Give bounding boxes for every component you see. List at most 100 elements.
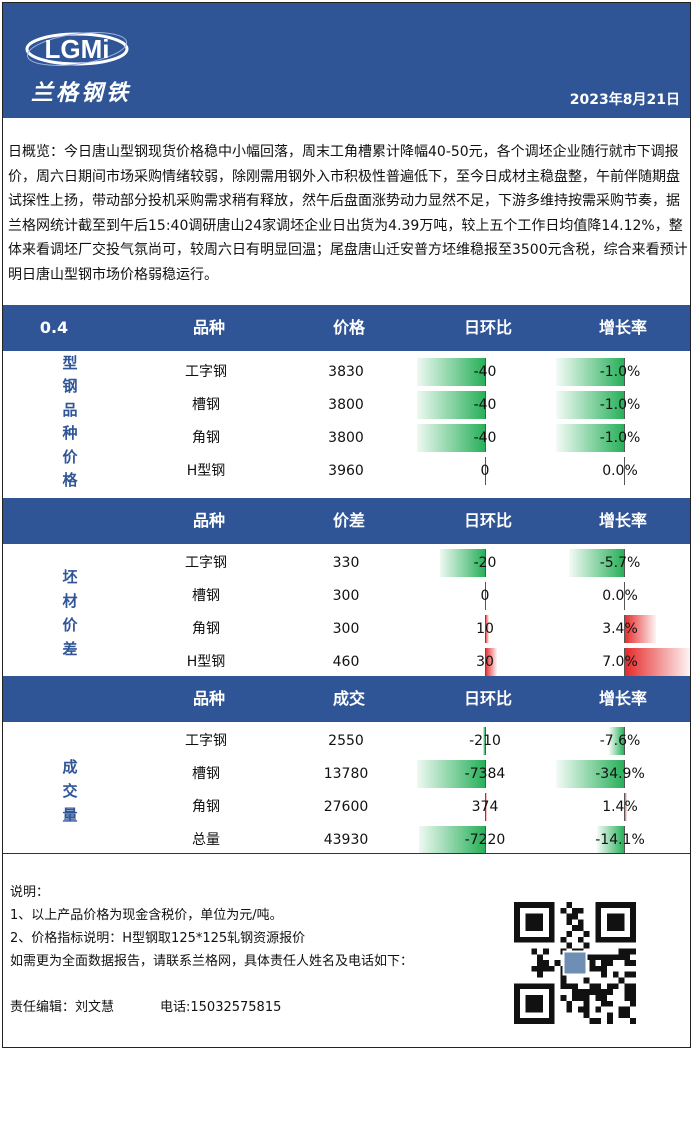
note-line-1: 1、以上产品价格为现金含税价，单位为元/吨。 bbox=[10, 908, 283, 923]
row-value: 330 bbox=[332, 555, 360, 571]
section-label-char: 材 bbox=[62, 592, 78, 610]
section-label-char: 种 bbox=[62, 424, 78, 442]
row-rate: 0.0% bbox=[602, 588, 638, 604]
section-label-char: 差 bbox=[62, 640, 78, 658]
row-rate: -1.0% bbox=[599, 430, 641, 446]
change-bar bbox=[485, 615, 489, 643]
row-name: 槽钢 bbox=[192, 588, 220, 604]
section-label-char: 型 bbox=[62, 353, 78, 372]
section-label-char: 量 bbox=[62, 806, 78, 824]
header-cell-c1: 品种 bbox=[192, 511, 225, 530]
bar-axis bbox=[624, 727, 625, 755]
row-change: -40 bbox=[473, 430, 497, 446]
change-bar bbox=[485, 648, 497, 676]
header-cell-c3: 日环比 bbox=[463, 511, 512, 530]
row-name: 工字钢 bbox=[185, 555, 227, 571]
note-line-2: 2、价格指标说明：H型钢取125*125轧钢资源报价 bbox=[10, 931, 306, 946]
bar-axis bbox=[624, 793, 625, 821]
row-change: 0 bbox=[480, 588, 490, 604]
bar-axis bbox=[624, 358, 625, 386]
bar-axis bbox=[624, 424, 625, 452]
bar-axis bbox=[485, 826, 486, 854]
bar-axis bbox=[485, 358, 486, 386]
section-label-1: 坯材价差 bbox=[50, 565, 90, 661]
header-cell-c2: 价格 bbox=[332, 318, 365, 337]
rate-bar bbox=[609, 727, 624, 755]
header-cell-c2: 价差 bbox=[332, 511, 365, 530]
bar-axis bbox=[485, 391, 486, 419]
row-rate: -14.1% bbox=[595, 832, 645, 848]
header-cell-c3: 日环比 bbox=[463, 689, 512, 708]
change-bar bbox=[485, 793, 487, 821]
row-value: 460 bbox=[332, 654, 360, 670]
row-change: -210 bbox=[469, 733, 501, 749]
row-value: 300 bbox=[332, 588, 360, 604]
section-label-char: 成 bbox=[62, 758, 78, 776]
change-bar bbox=[417, 391, 485, 419]
rate-bar bbox=[624, 648, 690, 676]
section-label-0: 型钢品种价格 bbox=[50, 352, 90, 493]
row-value: 3800 bbox=[328, 397, 364, 413]
row-rate: -7.6% bbox=[599, 733, 641, 749]
row-rate: 7.0% bbox=[602, 654, 638, 670]
row-change: -20 bbox=[473, 555, 497, 571]
row-change: 0 bbox=[480, 463, 490, 479]
row-name: H型钢 bbox=[186, 463, 226, 479]
bar-axis bbox=[485, 793, 486, 821]
row-change: 30 bbox=[476, 654, 494, 670]
row-name: 工字钢 bbox=[185, 364, 227, 380]
bar-axis bbox=[624, 615, 625, 643]
row-rate: 3.4% bbox=[602, 621, 638, 637]
row-value: 43930 bbox=[323, 832, 369, 848]
bar-axis bbox=[624, 760, 625, 788]
header-cell-c4: 增长率 bbox=[598, 511, 647, 530]
change-bar bbox=[417, 358, 485, 386]
header-cell-c1: 品种 bbox=[192, 318, 225, 337]
row-change: 374 bbox=[471, 799, 499, 815]
section-label-char: 格 bbox=[62, 471, 78, 489]
bar-axis bbox=[485, 582, 486, 610]
bar-axis bbox=[485, 648, 486, 676]
editor-name: 责任编辑：刘文慧 bbox=[10, 1000, 115, 1015]
row-change: -40 bbox=[473, 364, 497, 380]
report-frame bbox=[2, 2, 691, 1048]
bar-axis bbox=[485, 727, 486, 755]
bar-axis bbox=[485, 549, 486, 577]
row-name: H型钢 bbox=[186, 654, 226, 670]
header-cell-c2: 成交 bbox=[332, 689, 365, 708]
logo-name: 兰格钢铁 bbox=[31, 80, 132, 106]
report-date: 2023年8月21日 bbox=[569, 92, 680, 108]
bar-axis bbox=[485, 424, 486, 452]
section-header-1: 品种 价差 日环比 增长率 bbox=[3, 498, 690, 544]
rate-bar bbox=[556, 424, 624, 452]
rate-bar bbox=[568, 549, 624, 577]
header-cell-c1: 品种 bbox=[192, 689, 225, 708]
row-change: -7384 bbox=[464, 766, 506, 782]
bar-axis bbox=[624, 648, 625, 676]
row-name: 槽钢 bbox=[192, 766, 220, 782]
bar-axis bbox=[624, 826, 625, 854]
row-value: 13780 bbox=[323, 766, 369, 782]
qr-code-icon[interactable] bbox=[510, 902, 640, 1024]
lgmi-logo-icon: LGMi 兰格钢铁 bbox=[25, 23, 135, 107]
bar-axis bbox=[485, 615, 486, 643]
row-name: 角钢 bbox=[192, 799, 220, 815]
section-header-0: 0.4 品种 价格 日环比 增长率 bbox=[3, 305, 690, 351]
change-bar bbox=[418, 826, 485, 854]
notes-title: 说明： bbox=[10, 885, 50, 900]
section-header-2: 品种 成交 日环比 增长率 bbox=[3, 676, 690, 722]
note-line-3: 如需更为全面数据报告，请联系兰格网，具体责任人姓名及电话如下： bbox=[10, 954, 414, 969]
header-cell-c0: 0.4 bbox=[39, 318, 69, 337]
editor-phone: 电话:15032575815 bbox=[160, 1000, 282, 1015]
change-bar bbox=[417, 760, 485, 788]
section-label-char: 品 bbox=[62, 400, 78, 419]
header-cell-c4: 增长率 bbox=[598, 318, 647, 337]
row-value: 3830 bbox=[328, 364, 364, 380]
notes-divider bbox=[3, 853, 690, 854]
change-bar bbox=[483, 727, 486, 755]
row-value: 2550 bbox=[328, 733, 364, 749]
change-bar bbox=[417, 424, 485, 452]
section-label-char: 价 bbox=[62, 447, 78, 466]
bar-axis bbox=[485, 760, 486, 788]
rate-bar bbox=[624, 615, 657, 643]
